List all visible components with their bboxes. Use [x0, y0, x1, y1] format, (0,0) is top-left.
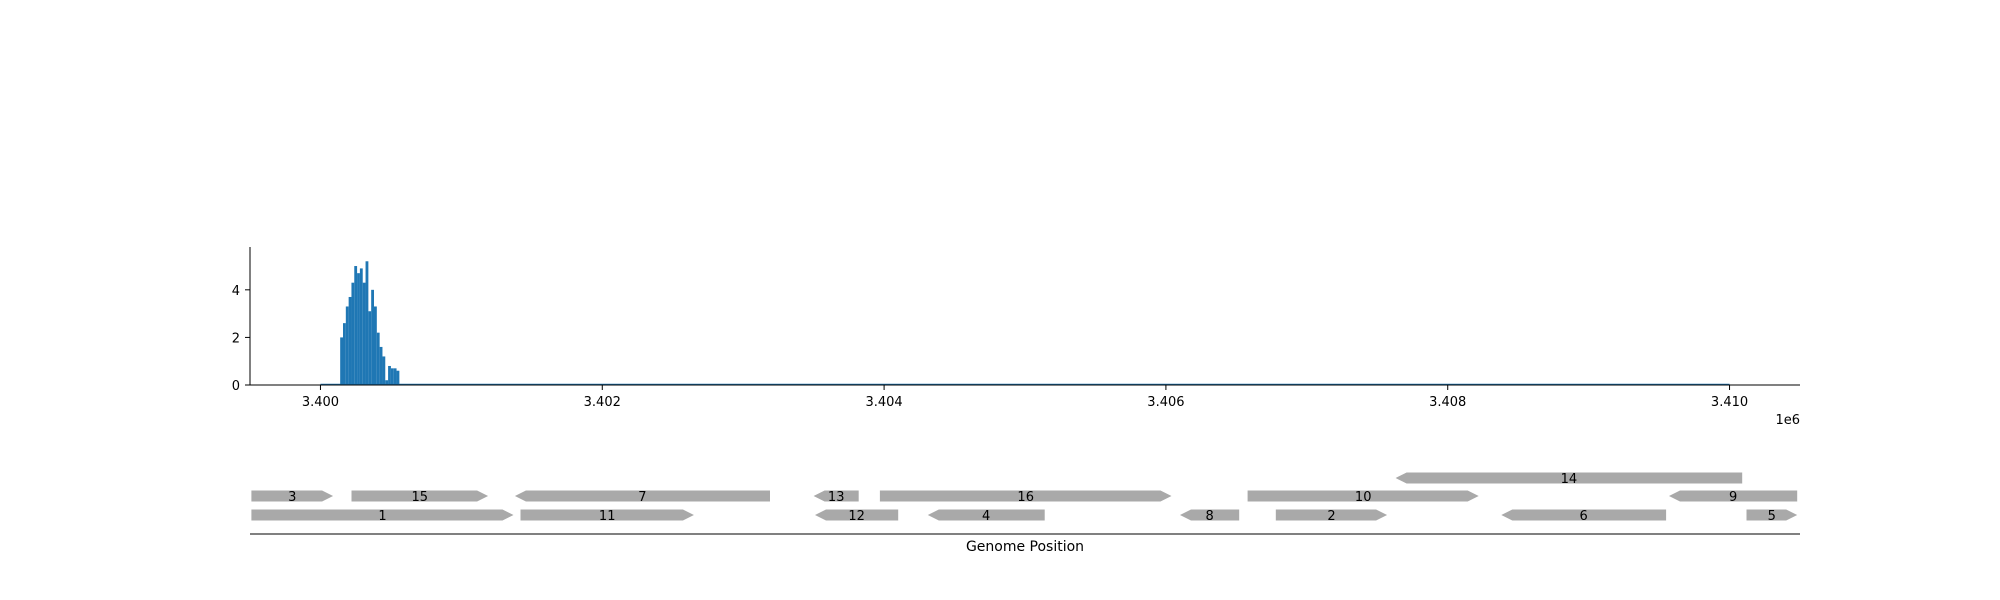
y-axis-ticks: 0 2 4 [232, 284, 250, 394]
gene-label-5: 5 [1768, 509, 1776, 524]
coverage-panel: 0 2 4 3.400 3.402 3.404 3.406 3.408 3.410 1e6 [232, 247, 1800, 428]
x-tick-label: 3.402 [584, 395, 621, 410]
coverage-bar [376, 332, 380, 385]
gene-arrow-3 [251, 490, 334, 502]
gene-label-6: 6 [1580, 509, 1588, 524]
gene-arrow-14 [1395, 472, 1743, 484]
gene-arrow-16 [879, 490, 1172, 502]
gene-label-9: 9 [1729, 490, 1737, 505]
gene-label-8: 8 [1205, 509, 1213, 524]
gene-arrow-6 [1501, 509, 1667, 521]
gene-label-10: 10 [1355, 490, 1372, 505]
gene-arrow-12 [815, 509, 899, 521]
coverage-bar [359, 268, 363, 385]
gene-label-11: 11 [599, 509, 616, 524]
gene-label-1: 1 [378, 509, 386, 524]
gene-label-14: 14 [1561, 472, 1578, 487]
y-tick-label: 4 [232, 284, 240, 299]
gene-label-7: 7 [638, 490, 646, 505]
coverage-bar [345, 306, 349, 385]
gene-arrow-9 [1669, 490, 1798, 502]
y-tick-label: 0 [232, 379, 240, 394]
gene-label-13: 13 [828, 490, 845, 505]
coverage-bar [351, 282, 355, 385]
coverage-bar [371, 289, 374, 385]
gene-arrow-4 [927, 509, 1045, 521]
coverage-bar [368, 311, 372, 385]
coverage-bar [340, 337, 343, 385]
gene-arrow-1 [251, 509, 514, 521]
gene-label-16: 16 [1017, 490, 1034, 505]
gene-label-4: 4 [982, 509, 990, 524]
gene-label-3: 3 [288, 490, 296, 505]
coverage-bar [379, 346, 383, 385]
x-tick-label: 3.410 [1711, 395, 1748, 410]
coverage-bar [357, 273, 360, 385]
gene-arrow-5 [1746, 509, 1798, 521]
gene-arrow-13 [813, 490, 859, 502]
gene-arrow-11 [520, 509, 694, 521]
x-tick-label: 3.408 [1429, 395, 1466, 410]
gene-label-12: 12 [848, 509, 865, 524]
gene-arrow-8 [1180, 509, 1240, 521]
x-axis-offset-label: 1e6 [1775, 413, 1800, 428]
coverage-bar [374, 306, 377, 385]
x-tick-label: 3.404 [865, 395, 902, 410]
coverage-bar [388, 365, 391, 385]
coverage-bar [393, 368, 397, 385]
coverage-bar [354, 266, 358, 385]
coverage-bar [348, 296, 352, 385]
gene-arrow-2 [1275, 509, 1388, 521]
x-axis-title: Genome Position [966, 539, 1084, 555]
coverage-bar [382, 356, 386, 385]
gene-label-15: 15 [412, 490, 429, 505]
coverage-bar [396, 370, 400, 385]
x-axis-ticks: 3.400 3.402 3.404 3.406 3.408 3.410 [302, 385, 1748, 410]
gene-arrow-7 [514, 490, 770, 502]
gene-label-2: 2 [1327, 509, 1335, 524]
coverage-bar [343, 323, 346, 385]
x-tick-label: 3.400 [302, 395, 339, 410]
gene-arrow-10 [1247, 490, 1479, 502]
gene-arrow-15 [351, 490, 489, 502]
coverage-bar [362, 282, 366, 385]
y-tick-label: 2 [232, 331, 240, 346]
coverage-bar [385, 380, 389, 385]
x-tick-label: 3.406 [1147, 395, 1184, 410]
coverage-bar [390, 368, 394, 385]
coverage-bar [365, 261, 369, 385]
coverage-bars [340, 261, 400, 385]
